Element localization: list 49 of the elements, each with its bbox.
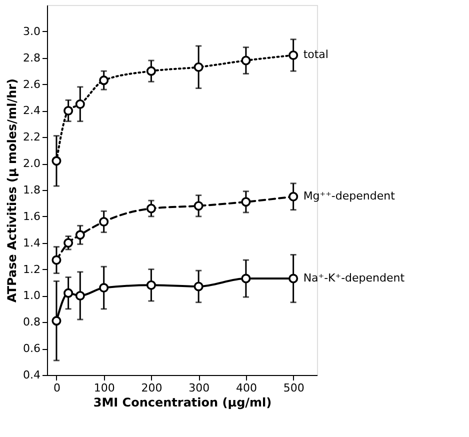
y-tick-label: 1.8: [23, 184, 40, 196]
y-tick-label: 1.4: [23, 236, 40, 250]
y-tick-label: 3.0: [23, 24, 40, 38]
y-tick-label: 2.2: [23, 130, 40, 144]
x-tick-label: 300: [188, 382, 210, 394]
point: [75, 230, 85, 240]
point: [146, 204, 156, 214]
y-tick-label: 2.8: [23, 51, 40, 64]
point: [75, 290, 85, 300]
point: [99, 283, 109, 293]
y-tick-label: 0.4: [23, 368, 40, 382]
point: [241, 274, 251, 284]
point: [64, 288, 74, 298]
x-tick-label: 500: [283, 382, 304, 394]
y-tick-label: 1.2: [23, 262, 40, 276]
point: [99, 76, 109, 86]
point: [241, 197, 251, 207]
y-tick-label: 1.0: [23, 289, 40, 302]
point: [241, 56, 251, 66]
x-tick-label: 0: [53, 382, 60, 394]
y-tick-label: 0.8: [23, 316, 40, 329]
point: [288, 192, 298, 202]
point: [194, 62, 204, 72]
x-tick-label: 100: [94, 382, 115, 394]
point: [75, 99, 85, 109]
point: [146, 280, 156, 290]
point: [64, 238, 74, 248]
y-tick-label: 2.6: [23, 78, 40, 91]
x-axis-title: 3MI Concentration (μg/ml): [93, 396, 272, 410]
y-tick-label: 2.4: [23, 104, 40, 118]
series-label: Mg⁺⁺-dependent: [303, 190, 396, 203]
series-label: total: [303, 48, 328, 62]
point: [194, 282, 204, 292]
point: [52, 316, 62, 326]
point: [52, 156, 62, 166]
point: [99, 216, 109, 226]
x-tick-label: 400: [236, 382, 257, 394]
y-axis-title: ATPase Activities (μ moles/ml/hr): [5, 78, 20, 303]
point: [288, 50, 298, 60]
point: [288, 274, 298, 284]
y-tick-label: 1.6: [23, 210, 40, 223]
x-tick-label: 200: [141, 382, 162, 394]
point: [52, 255, 62, 265]
point: [64, 106, 74, 116]
point: [194, 201, 204, 211]
y-tick-label: 2.0: [23, 157, 40, 170]
y-tick-label: 0.6: [23, 342, 40, 356]
point: [146, 66, 156, 76]
series-label: Na⁺-K⁺-dependent: [303, 272, 406, 285]
